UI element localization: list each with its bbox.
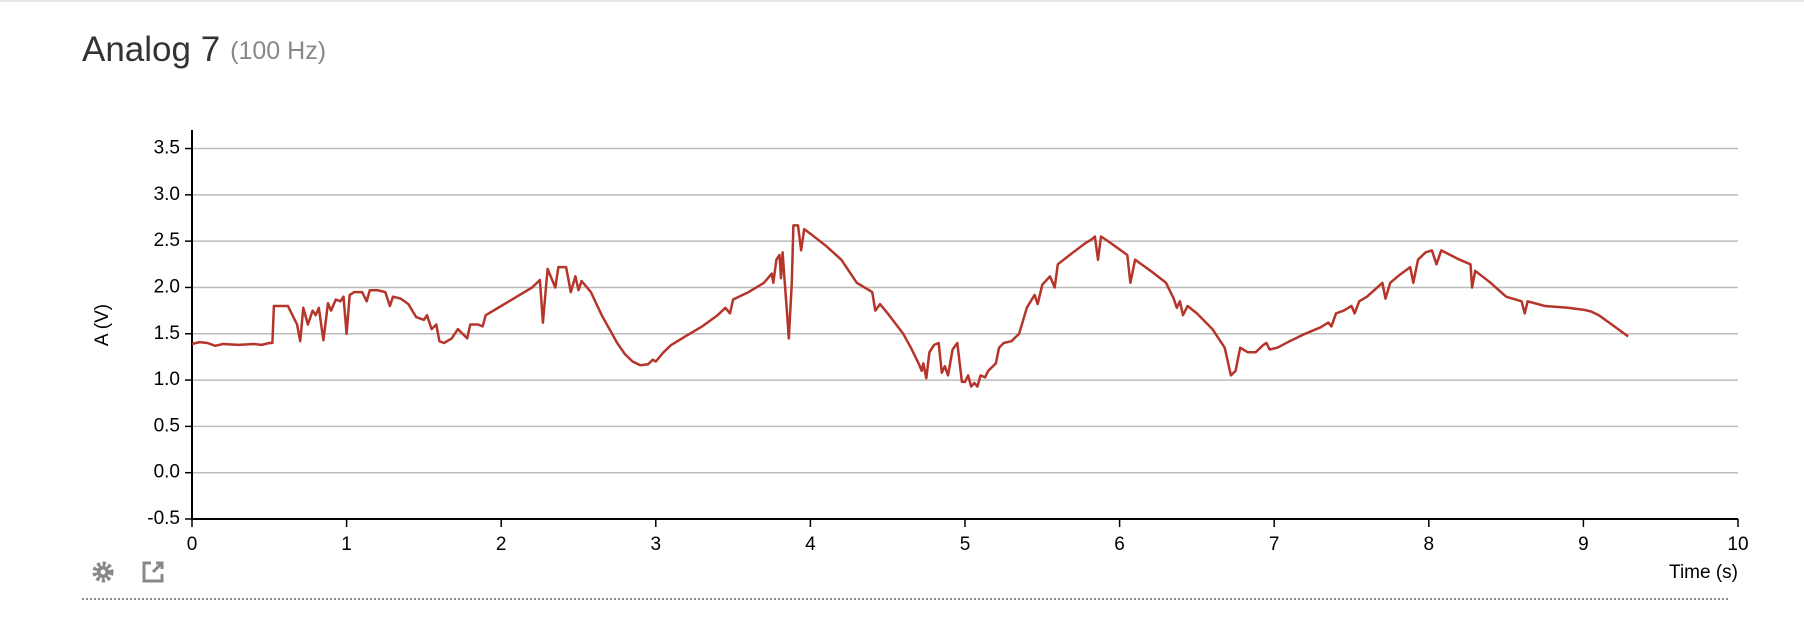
x-tick-label: 6 — [1114, 534, 1125, 555]
data-line — [191, 224, 1629, 388]
x-tick-label: 5 — [960, 534, 971, 555]
y-tick-label: 2.5 — [154, 230, 180, 251]
top-border — [0, 0, 1804, 2]
y-tick-label: 0.0 — [154, 462, 180, 483]
x-tick-label: 0 — [187, 534, 198, 555]
x-tick-label: 9 — [1578, 534, 1589, 555]
chart-title: Analog 7 — [82, 30, 220, 69]
y-tick-label: -0.5 — [147, 508, 180, 529]
y-tick-label: 3.0 — [154, 184, 180, 205]
y-tick-label: 1.0 — [154, 369, 180, 390]
x-tick-label: 2 — [496, 534, 507, 555]
x-tick-label: 1 — [341, 534, 352, 555]
y-tick-label: 2.0 — [154, 276, 180, 297]
y-tick-label: 3.5 — [154, 138, 180, 159]
x-tick-label: 3 — [651, 534, 662, 555]
x-tick-label: 10 — [1727, 534, 1748, 555]
settings-icon[interactable] — [92, 561, 114, 583]
y-axis-label: A (V) — [92, 304, 113, 346]
x-tick-label: 4 — [805, 534, 816, 555]
chart-subtitle: (100 Hz) — [230, 37, 326, 65]
x-tick-label: 8 — [1424, 534, 1435, 555]
x-tick-label: 7 — [1269, 534, 1280, 555]
y-tick-label: 0.5 — [154, 415, 180, 436]
x-axis-label: Time (s) — [1669, 562, 1738, 583]
chart-title-group: Analog 7 (100 Hz) — [82, 30, 326, 69]
y-tick-label: 1.5 — [154, 323, 180, 344]
export-icon[interactable] — [142, 561, 164, 583]
